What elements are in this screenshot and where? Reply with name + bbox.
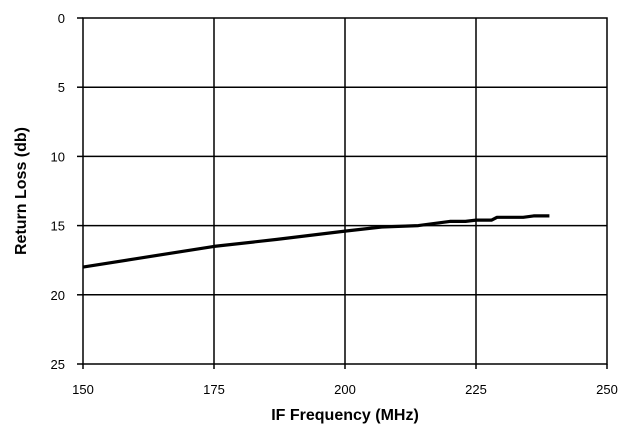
y-tick-label-5: 25 <box>51 357 65 372</box>
x-tick-label-2: 200 <box>334 382 356 397</box>
x-tick-label-3: 225 <box>465 382 487 397</box>
series-group <box>82 214 550 269</box>
x-axis-label: IF Frequency (MHz) <box>271 407 419 424</box>
x-tick-labels: 150 175 200 225 250 <box>72 364 618 397</box>
y-tick-label-2: 10 <box>51 149 65 164</box>
x-tick-label-0: 150 <box>72 382 94 397</box>
series-line-0 <box>82 214 550 269</box>
grid-vertical-lines <box>213 18 477 364</box>
y-tick-label-3: 15 <box>51 219 65 234</box>
x-tick-label-4: 250 <box>596 382 618 397</box>
x-tick-label-1: 175 <box>203 382 225 397</box>
y-tick-labels: 0 5 10 15 20 25 <box>51 11 83 372</box>
y-tick-label-4: 20 <box>51 288 65 303</box>
y-axis-label: Return Loss (db) <box>13 127 30 255</box>
y-tick-label-0: 0 <box>58 11 65 26</box>
y-tick-label-1: 5 <box>58 80 65 95</box>
grid-horizontal-lines <box>83 86 607 296</box>
